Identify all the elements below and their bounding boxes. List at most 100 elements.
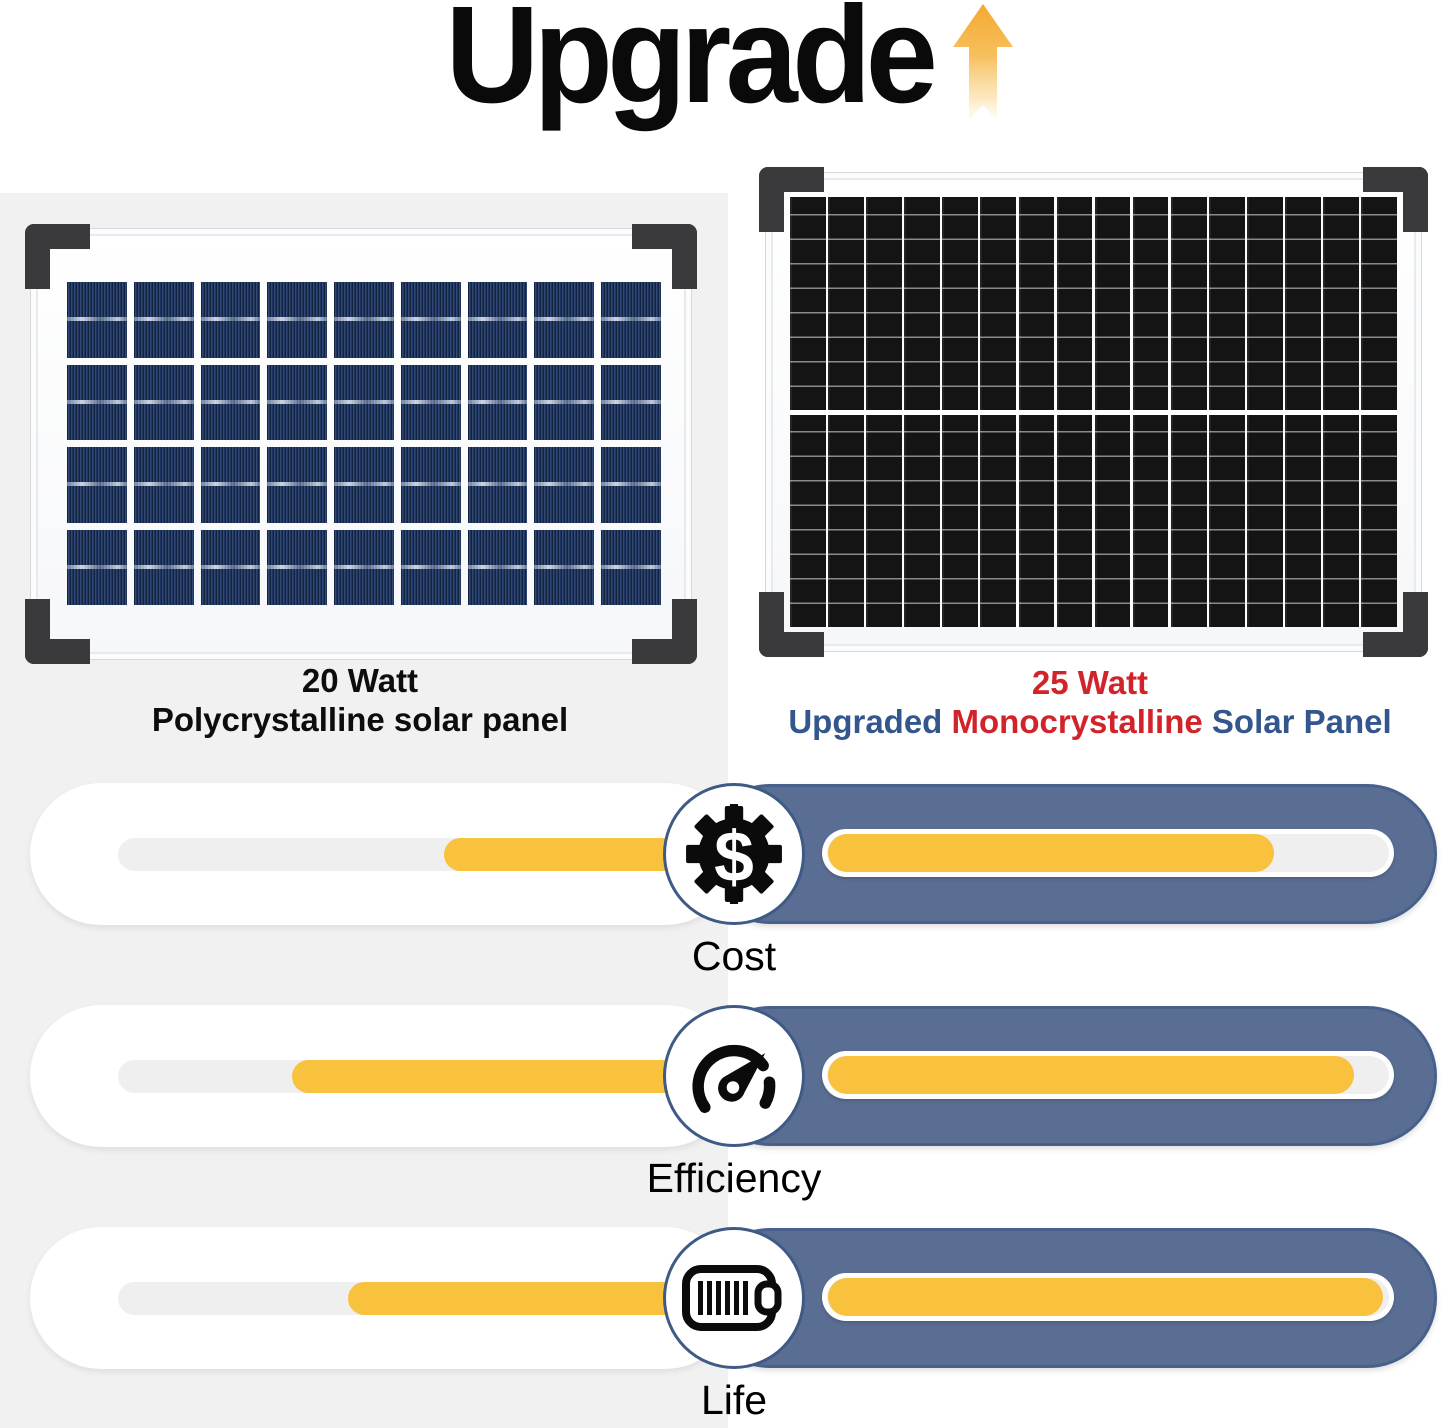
old-bar-fill xyxy=(292,1060,680,1093)
up-arrow-icon xyxy=(953,4,1014,120)
caption-segment: Monocrystalline xyxy=(951,702,1203,740)
polycrystalline-panel-image xyxy=(25,224,697,664)
solar-cell xyxy=(67,282,127,358)
right-panel-caption: 25 Watt Upgraded Monocrystalline Solar P… xyxy=(735,664,1445,742)
comparison-row-cost: $ Cost xyxy=(0,783,1445,988)
solar-cell xyxy=(534,364,595,440)
corner-bracket-icon xyxy=(632,599,697,664)
solar-cell-column xyxy=(942,414,978,627)
solar-cell xyxy=(534,447,595,523)
new-bar-fill xyxy=(828,1056,1355,1094)
right-panel-cells xyxy=(790,197,1397,627)
solar-cell xyxy=(400,282,461,358)
solar-cell xyxy=(601,447,661,523)
cost-icon-circle: $ xyxy=(663,783,805,925)
solar-cell-column xyxy=(1247,197,1283,410)
solar-cell xyxy=(133,282,194,358)
solar-cell-column xyxy=(942,197,978,410)
comparison-row-life: Life xyxy=(0,1227,1445,1428)
solar-cell xyxy=(267,282,328,358)
solar-cell xyxy=(267,447,328,523)
solar-cell xyxy=(334,364,394,440)
corner-bracket-icon xyxy=(632,224,697,289)
solar-cell xyxy=(467,364,528,440)
old-bar-track xyxy=(118,838,680,871)
solar-cell xyxy=(467,282,528,358)
solar-cell-column xyxy=(1132,197,1169,410)
solar-cell xyxy=(267,529,328,605)
row-label-efficiency: Efficiency xyxy=(646,1155,822,1201)
solar-cell-column xyxy=(828,197,864,410)
solar-cell xyxy=(200,364,261,440)
dollar-gear-icon: $ xyxy=(686,804,782,904)
corner-bracket-icon xyxy=(1363,592,1428,657)
solar-cell-column xyxy=(1056,197,1093,410)
solar-cell xyxy=(267,364,328,440)
solar-cell xyxy=(334,447,394,523)
right-panel-half xyxy=(790,197,1397,410)
solar-cell xyxy=(601,364,661,440)
solar-cell xyxy=(200,529,261,605)
solar-cell xyxy=(133,364,194,440)
new-bar-track xyxy=(822,1273,1394,1321)
solar-cell xyxy=(133,529,194,605)
speedometer-icon xyxy=(692,1044,776,1113)
solar-cell-column xyxy=(1094,197,1131,410)
caption-segment: Solar Panel xyxy=(1202,702,1392,740)
solar-cell-column xyxy=(866,414,902,627)
efficiency-icon-circle xyxy=(663,1005,805,1147)
solar-cell-column xyxy=(980,197,1017,410)
solar-cell-column xyxy=(1018,197,1055,410)
solar-cell-column xyxy=(1247,414,1283,627)
solar-cell-column xyxy=(904,197,940,410)
new-bar-track xyxy=(822,1051,1394,1099)
solar-cell-column xyxy=(904,414,940,627)
old-panel-bar xyxy=(30,1005,736,1147)
new-bar-fill xyxy=(828,834,1275,872)
solar-cell-column xyxy=(1361,197,1397,410)
left-panel-type: Polycrystalline solar panel xyxy=(151,700,569,738)
solar-cell xyxy=(400,529,461,605)
right-caption-line2: Upgraded Monocrystalline Solar Panel xyxy=(735,703,1445,742)
solar-cell xyxy=(67,447,127,523)
solar-cell xyxy=(534,282,595,358)
solar-cell-column xyxy=(1323,197,1359,410)
solar-cell xyxy=(200,282,261,358)
old-panel-bar xyxy=(30,783,736,925)
solar-cell xyxy=(601,282,661,358)
old-panel-bar xyxy=(30,1227,736,1369)
row-label-life: Life xyxy=(700,1377,768,1423)
solar-cell-column xyxy=(790,414,826,627)
solar-cell-column xyxy=(1132,414,1169,627)
solar-cell xyxy=(67,529,127,605)
solar-cell-column xyxy=(1285,414,1321,627)
solar-cell xyxy=(534,529,595,605)
solar-cell xyxy=(601,529,661,605)
row-label-cost: Cost xyxy=(691,933,777,979)
solar-cell xyxy=(200,447,261,523)
svg-text:$: $ xyxy=(714,817,754,897)
solar-cell xyxy=(133,447,194,523)
old-bar-fill xyxy=(443,838,680,871)
solar-cell xyxy=(467,529,528,605)
solar-cell xyxy=(467,447,528,523)
page-title: Upgrade xyxy=(445,0,937,132)
old-bar-track xyxy=(118,1060,680,1093)
corner-bracket-icon xyxy=(759,592,824,657)
solar-cell-column xyxy=(828,414,864,627)
right-panel-half xyxy=(790,414,1397,627)
solar-cell-column xyxy=(1361,414,1397,627)
solar-cell-column xyxy=(866,197,902,410)
solar-cell-column xyxy=(1209,197,1245,410)
solar-cell-column xyxy=(1170,414,1207,627)
solar-cell-column xyxy=(1323,414,1359,627)
comparison-row-efficiency: Efficiency xyxy=(0,1005,1445,1210)
corner-bracket-icon xyxy=(25,599,90,664)
corner-bracket-icon xyxy=(25,224,90,289)
solar-cell xyxy=(334,529,394,605)
right-panel-wattage: 25 Watt xyxy=(1031,664,1149,701)
solar-cell-column xyxy=(790,197,826,410)
solar-cell-column xyxy=(1094,414,1131,627)
monocrystalline-panel-image xyxy=(759,167,1428,657)
